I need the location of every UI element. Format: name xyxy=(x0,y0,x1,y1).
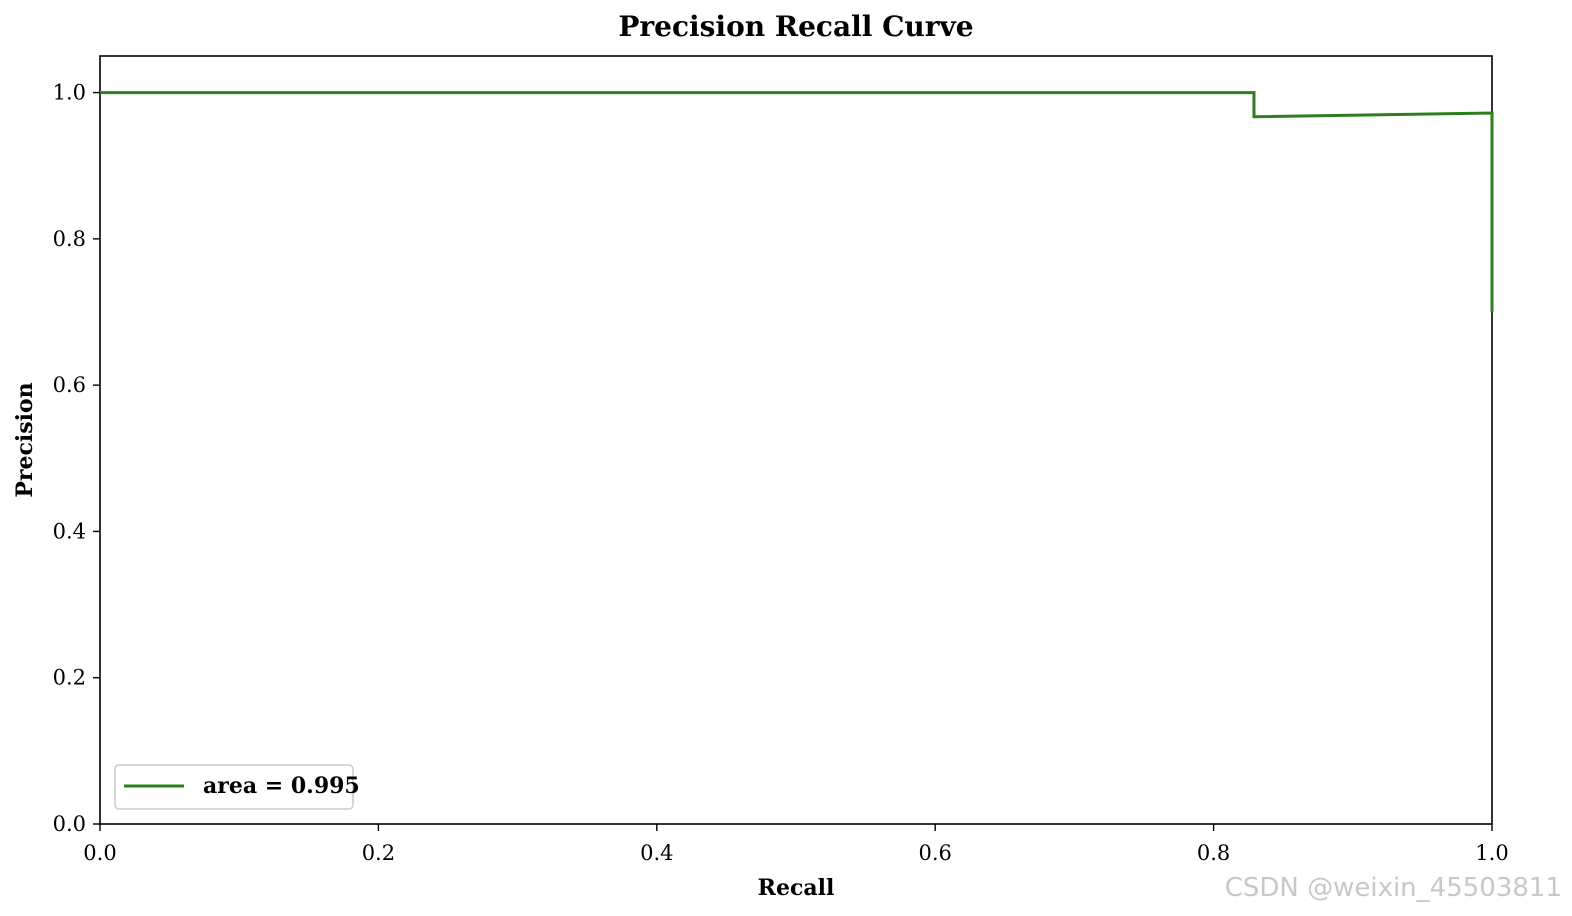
y-tick-label: 0.2 xyxy=(53,666,86,690)
chart-title: Precision Recall Curve xyxy=(618,10,973,43)
series-layer xyxy=(100,91,1494,312)
y-tick-label: 1.0 xyxy=(53,81,86,105)
legend-box xyxy=(114,764,354,810)
y-axis-ticks: 0.0 0.2 0.4 0.6 0.8 1.0 xyxy=(53,81,100,836)
x-tick-label: 0.4 xyxy=(640,841,673,865)
x-tick-label: 0.0 xyxy=(83,841,116,865)
plot-area-frame xyxy=(99,55,1493,825)
x-axis-ticks: 0.0 0.2 0.4 0.6 0.8 1.0 xyxy=(83,824,1509,865)
x-axis-label: Recall xyxy=(758,875,835,901)
legend: area = 0.995 xyxy=(114,764,360,810)
y-tick-label: 0.8 xyxy=(53,227,86,251)
legend-entry-label: area = 0.995 xyxy=(203,773,360,799)
watermark: CSDN @weixin_45503811 xyxy=(1225,873,1562,903)
y-tick-label: 0.0 xyxy=(53,812,86,836)
y-tick-label: 0.6 xyxy=(53,373,86,397)
x-tick-label: 0.6 xyxy=(918,841,951,865)
y-tick-label: 0.4 xyxy=(53,519,86,543)
x-tick-label: 1.0 xyxy=(1475,841,1508,865)
series-line-0 xyxy=(100,91,1494,312)
x-tick-label: 0.2 xyxy=(362,841,395,865)
y-axis-label: Precision xyxy=(12,382,38,497)
x-tick-label: 0.8 xyxy=(1197,841,1230,865)
